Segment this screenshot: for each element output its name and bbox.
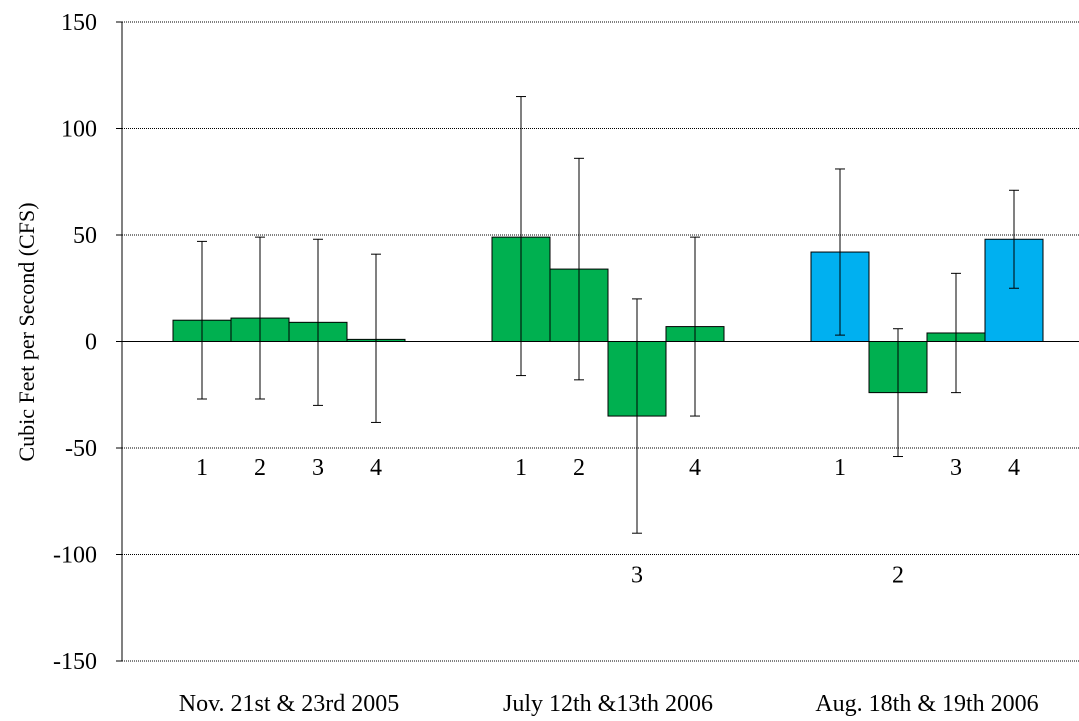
y-tick-label: 100 [61,117,97,143]
bar-label: 4 [689,455,701,481]
bar-label: 2 [573,455,585,481]
category-labels: Nov. 21st & 23rd 2005 July 12th &13th 200… [179,691,1039,717]
bar-label: 1 [515,455,527,481]
bar-label: 3 [631,563,643,589]
bar-label: 4 [370,455,382,481]
y-tick-label: -50 [65,436,97,462]
category-label: July 12th &13th 2006 [503,691,713,717]
bar-label: 4 [1008,455,1020,481]
category-label: Nov. 21st & 23rd 2005 [179,691,399,717]
category-label: Aug. 18th & 19th 2006 [815,691,1038,717]
y-tick-label: 50 [73,223,97,249]
bar-label: 3 [950,455,962,481]
bar-label: 1 [834,455,846,481]
y-tick-label: 0 [85,330,97,356]
bar-label: 1 [196,455,208,481]
bar-label: 2 [254,455,266,481]
error-bars [197,96,1019,534]
y-axis-title: Cubic Feet per Second (CFS) [14,202,39,461]
bar-label: 3 [312,455,324,481]
gridlines [122,21,1079,662]
y-axis-ticks: 150 100 50 0 -50 -100 -150 [53,10,122,675]
y-tick-label: -150 [53,649,97,675]
y-tick-label: 150 [61,10,97,36]
bars [172,236,1044,417]
y-tick-label: -100 [53,543,97,569]
bar-label: 2 [892,563,904,589]
bar-labels: 1 2 3 4 1 2 3 4 1 2 3 4 [196,455,1020,589]
